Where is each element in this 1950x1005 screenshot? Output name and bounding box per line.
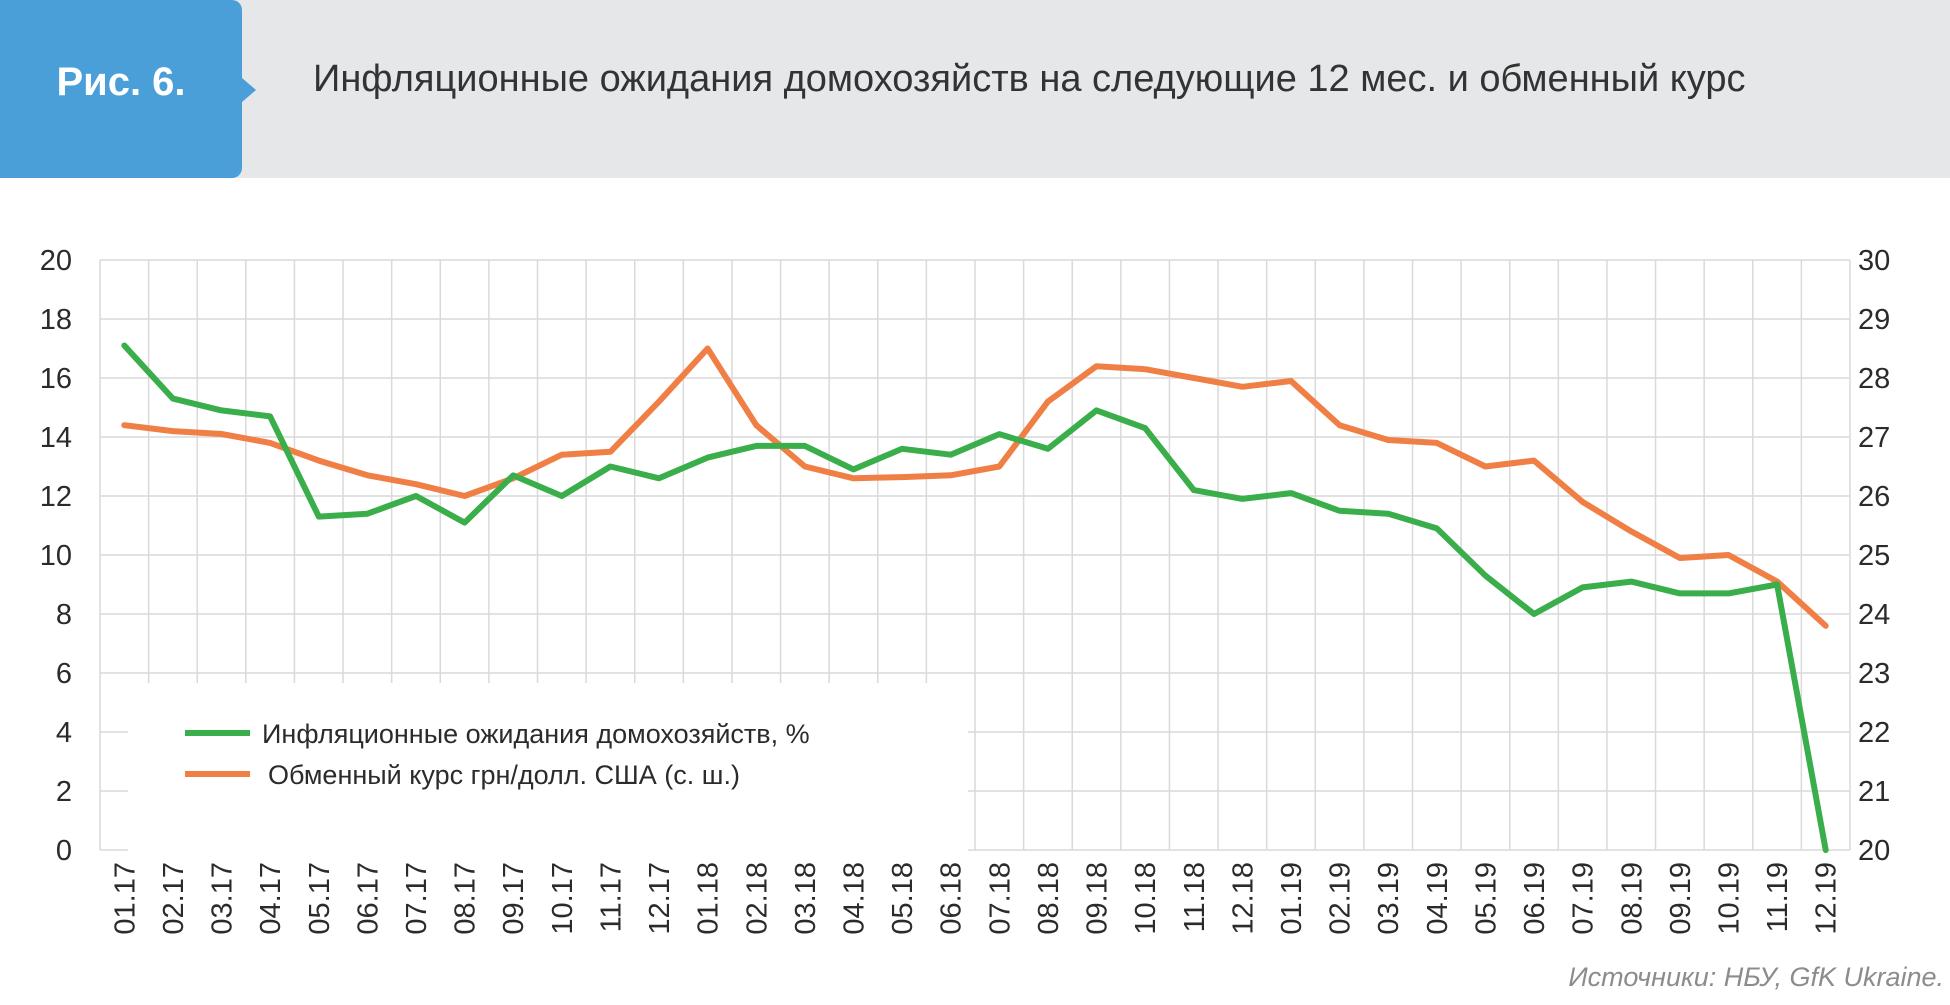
y-right-tick-label: 27 xyxy=(1858,422,1890,454)
legend-label-inflation: Инфляционные ожидания домохозяйств, % xyxy=(262,719,810,749)
figure-tab xyxy=(0,0,242,178)
y-right-tick-label: 24 xyxy=(1858,599,1890,631)
x-tick-label: 04.17 xyxy=(255,862,287,935)
x-tick-label: 10.19 xyxy=(1713,862,1745,935)
header-band xyxy=(0,0,1950,178)
y-right-tick-label: 28 xyxy=(1858,363,1890,395)
x-tick-label: 06.18 xyxy=(936,862,968,935)
y-left-tick-label: 16 xyxy=(40,363,72,395)
legend: Инфляционные ожидания домохозяйств, % Об… xyxy=(128,683,968,851)
x-tick-label: 08.17 xyxy=(450,862,482,935)
x-tick-label: 01.18 xyxy=(693,862,725,935)
x-tick-label: 06.19 xyxy=(1519,862,1551,935)
figure-tab-arrow xyxy=(242,78,256,102)
x-tick-label: 04.19 xyxy=(1422,862,1454,935)
x-tick-label: 05.17 xyxy=(304,862,336,935)
y-left-tick-label: 14 xyxy=(40,422,72,454)
y-right-tick-label: 26 xyxy=(1858,481,1890,513)
x-tick-label: 10.18 xyxy=(1130,862,1162,935)
series-line-exchange xyxy=(121,345,1829,629)
x-tick-label: 09.17 xyxy=(498,862,530,935)
y-left-tick-label: 2 xyxy=(56,776,72,808)
x-tick-label: 07.18 xyxy=(984,862,1016,935)
y-right-tick-label: 29 xyxy=(1858,304,1890,336)
figure-label: Рис. 6. xyxy=(56,60,186,104)
series-line-inflation xyxy=(121,342,1829,853)
x-tick-label: 11.19 xyxy=(1762,862,1794,932)
x-tick-label: 07.17 xyxy=(401,862,433,935)
x-tick-label: 07.19 xyxy=(1568,862,1600,935)
x-tick-label: 02.17 xyxy=(158,862,190,935)
x-tick-label: 05.19 xyxy=(1470,862,1502,935)
legend-label-exchange: Обменный курс грн/долл. США (с. ш.) xyxy=(268,760,740,790)
series xyxy=(121,342,1829,853)
x-tick-label: 06.17 xyxy=(352,862,384,935)
x-tick-label: 03.18 xyxy=(790,862,822,935)
x-tick-label: 01.19 xyxy=(1276,862,1308,935)
x-tick-label: 03.19 xyxy=(1373,862,1405,935)
y-left-tick-label: 6 xyxy=(56,658,72,690)
source-note: Источники: НБУ, GfK Ukraine. xyxy=(1568,962,1944,992)
chart-title: Инфляционные ожидания домохозяйств на сл… xyxy=(313,58,1746,100)
line-chart: Инфляционные ожидания домохозяйств, % Об… xyxy=(40,245,1891,935)
y-right-tick-label: 20 xyxy=(1858,835,1890,867)
y-left-tick-label: 10 xyxy=(40,540,72,572)
y-left-tick-label: 20 xyxy=(40,245,72,277)
x-tick-label: 09.18 xyxy=(1082,862,1114,935)
legend-background xyxy=(128,683,968,851)
x-tick-label: 08.19 xyxy=(1616,862,1648,935)
x-tick-label: 12.18 xyxy=(1227,862,1259,935)
x-tick-label: 09.19 xyxy=(1665,862,1697,935)
x-tick-label: 04.18 xyxy=(838,862,870,935)
y-left-tick-label: 0 xyxy=(56,835,72,867)
x-tick-label: 11.17 xyxy=(595,862,627,932)
x-tick-label: 08.18 xyxy=(1033,862,1065,935)
x-tick-label: 12.17 xyxy=(644,862,676,935)
y-right-tick-label: 30 xyxy=(1858,245,1890,277)
y-left-tick-label: 18 xyxy=(40,304,72,336)
x-tick-label: 01.17 xyxy=(109,862,141,935)
x-tick-label: 11.18 xyxy=(1179,862,1211,932)
y-right-tick-label: 21 xyxy=(1858,776,1890,808)
x-tick-label: 02.19 xyxy=(1325,862,1357,935)
y-left-tick-label: 8 xyxy=(56,599,72,631)
x-tick-label: 05.18 xyxy=(887,862,919,935)
y-right-tick-label: 22 xyxy=(1858,717,1890,749)
y-left-tick-label: 12 xyxy=(40,481,72,513)
x-tick-label: 03.17 xyxy=(207,862,239,935)
y-right-tick-label: 25 xyxy=(1858,540,1890,572)
y-right-tick-label: 23 xyxy=(1858,658,1890,690)
axes: 0 20 2 21 4 22 6 23 8 24 10 25 12 26 14 27 16 28 18 29 20 30 0… xyxy=(40,245,1891,935)
x-tick-label: 02.18 xyxy=(741,862,773,935)
x-tick-label: 12.19 xyxy=(1811,862,1843,935)
y-left-tick-label: 4 xyxy=(56,717,72,749)
x-tick-label: 10.17 xyxy=(547,862,579,935)
